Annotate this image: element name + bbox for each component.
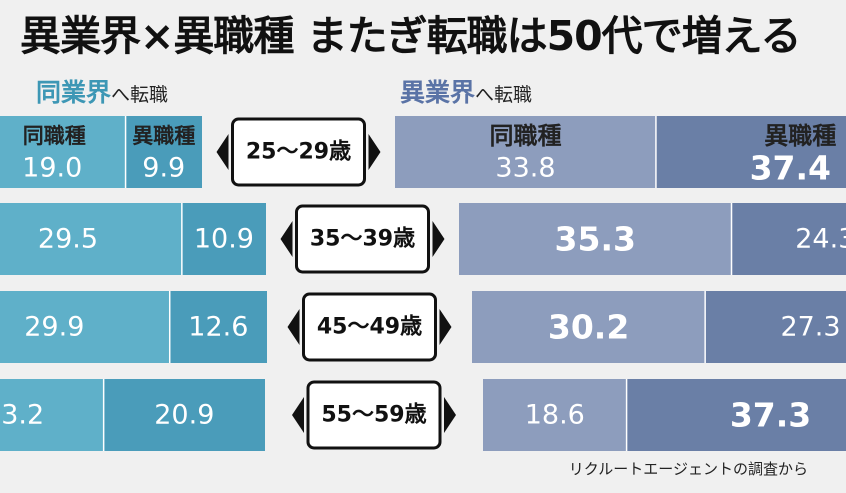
bar-same-industry-diff-job [103, 379, 265, 451]
value-label-same-industry-same-job: 23.2 [0, 400, 44, 431]
value-label-diff-industry-diff-job: 27.3 [780, 312, 840, 343]
bar-diff-industry-same-job [395, 116, 656, 188]
value-label-diff-industry-same-job: 30.2 [548, 308, 629, 347]
same-industry-header-suffix: へ転職 [111, 84, 169, 106]
bar-diff-industry-diff-job [705, 291, 846, 363]
value-label-diff-industry-same-job: 18.6 [525, 400, 585, 431]
bar-same-industry-diff-job [125, 116, 202, 188]
value-label-same-industry-diff-job: 20.9 [154, 400, 214, 431]
bar-same-industry-same-job [0, 379, 104, 451]
bar-diff-industry-same-job [459, 203, 732, 275]
value-label-same-industry-same-job: 19.0 [22, 153, 82, 184]
value-label-same-industry-diff-job: 10.9 [194, 224, 254, 255]
value-label-same-industry-diff-job: 9.9 [142, 153, 185, 184]
bar-diff-industry-diff-job [731, 203, 846, 275]
value-label-diff-industry-same-job: 33.8 [495, 153, 555, 184]
diff-industry-header-main: 異業界 [400, 78, 476, 107]
arrow-left-icon [216, 134, 229, 170]
bar-same-industry-same-job [0, 116, 126, 188]
arrow-left-icon [287, 309, 300, 345]
col-label-diff-job-left: 異職種 [132, 124, 195, 148]
value-label-diff-industry-same-job: 35.3 [555, 220, 636, 259]
diff-industry-header-suffix: へ転職 [475, 84, 533, 106]
arrow-right-icon [368, 134, 381, 170]
col-label-same-job-right: 同職種 [489, 122, 561, 150]
bar-same-industry-diff-job [169, 291, 267, 363]
value-label-same-industry-same-job: 29.9 [24, 312, 84, 343]
age-label: 35～39歳 [310, 227, 415, 252]
age-box [302, 292, 437, 362]
value-label-diff-industry-diff-job: 37.4 [750, 149, 831, 188]
age-label: 25～29歳 [246, 140, 351, 165]
arrow-right-icon [439, 309, 452, 345]
arrow-right-icon [444, 397, 456, 433]
arrow-left-icon [292, 397, 304, 433]
arrow-left-icon [280, 221, 293, 257]
same-industry-header: 同業界へ転職 [36, 76, 168, 110]
bar-same-industry-same-job [0, 203, 182, 275]
age-box [306, 380, 442, 450]
bar-same-industry-diff-job [181, 203, 266, 275]
arrow-right-icon [432, 221, 445, 257]
bar-diff-industry-diff-job [655, 116, 846, 188]
source-note: リクルートエージェントの調査から [568, 460, 808, 478]
col-label-diff-job-right: 異職種 [764, 122, 836, 150]
value-label-diff-industry-diff-job: 24.3 [795, 224, 846, 255]
value-label-same-industry-diff-job: 12.6 [188, 312, 248, 343]
bar-same-industry-same-job [0, 291, 170, 363]
age-label: 45～49歳 [317, 315, 422, 340]
chart-title: 異業界×異職種 またぎ転職は50代で増える [20, 12, 801, 60]
same-industry-header-main: 同業界 [36, 78, 112, 107]
diff-industry-header: 異業界へ転職 [400, 76, 532, 110]
bar-diff-industry-same-job [483, 379, 627, 451]
age-label: 55～59歳 [321, 403, 426, 428]
bar-diff-industry-same-job [472, 291, 706, 363]
col-label-same-job-left: 同職種 [23, 124, 86, 148]
value-label-diff-industry-diff-job: 37.3 [730, 396, 811, 435]
age-box [231, 117, 366, 187]
value-label-same-industry-same-job: 29.5 [38, 224, 98, 255]
bar-diff-industry-diff-job [626, 379, 846, 451]
age-box [295, 204, 430, 274]
